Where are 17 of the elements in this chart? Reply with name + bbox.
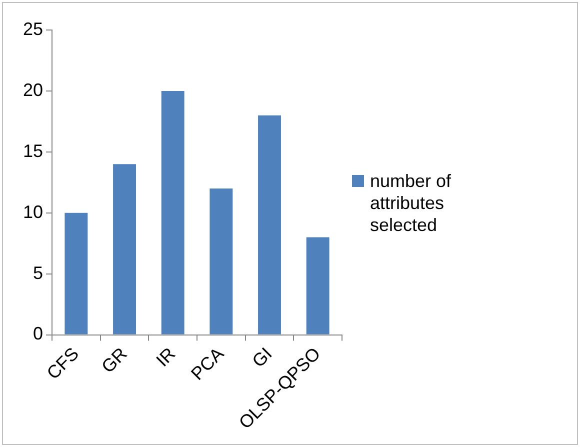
bar [258,115,281,334]
x-tick-label: PCA [187,344,228,384]
bar [113,164,136,334]
x-tick-label: GR [98,344,131,377]
x-tick-label: IR [152,344,180,370]
y-tick-label: 5 [33,262,44,283]
x-tick-label: CFS [42,344,83,384]
bar [161,90,184,334]
bar [64,212,88,334]
bar [210,188,233,334]
bar [306,237,330,334]
y-tick-label: 0 [33,324,44,344]
y-tick-label: 10 [22,202,44,222]
y-tick-label: 15 [22,140,44,161]
y-tick-label: 25 [22,18,44,39]
legend-label: number of attributes selected [370,170,452,236]
y-tick-label: 20 [22,80,44,100]
